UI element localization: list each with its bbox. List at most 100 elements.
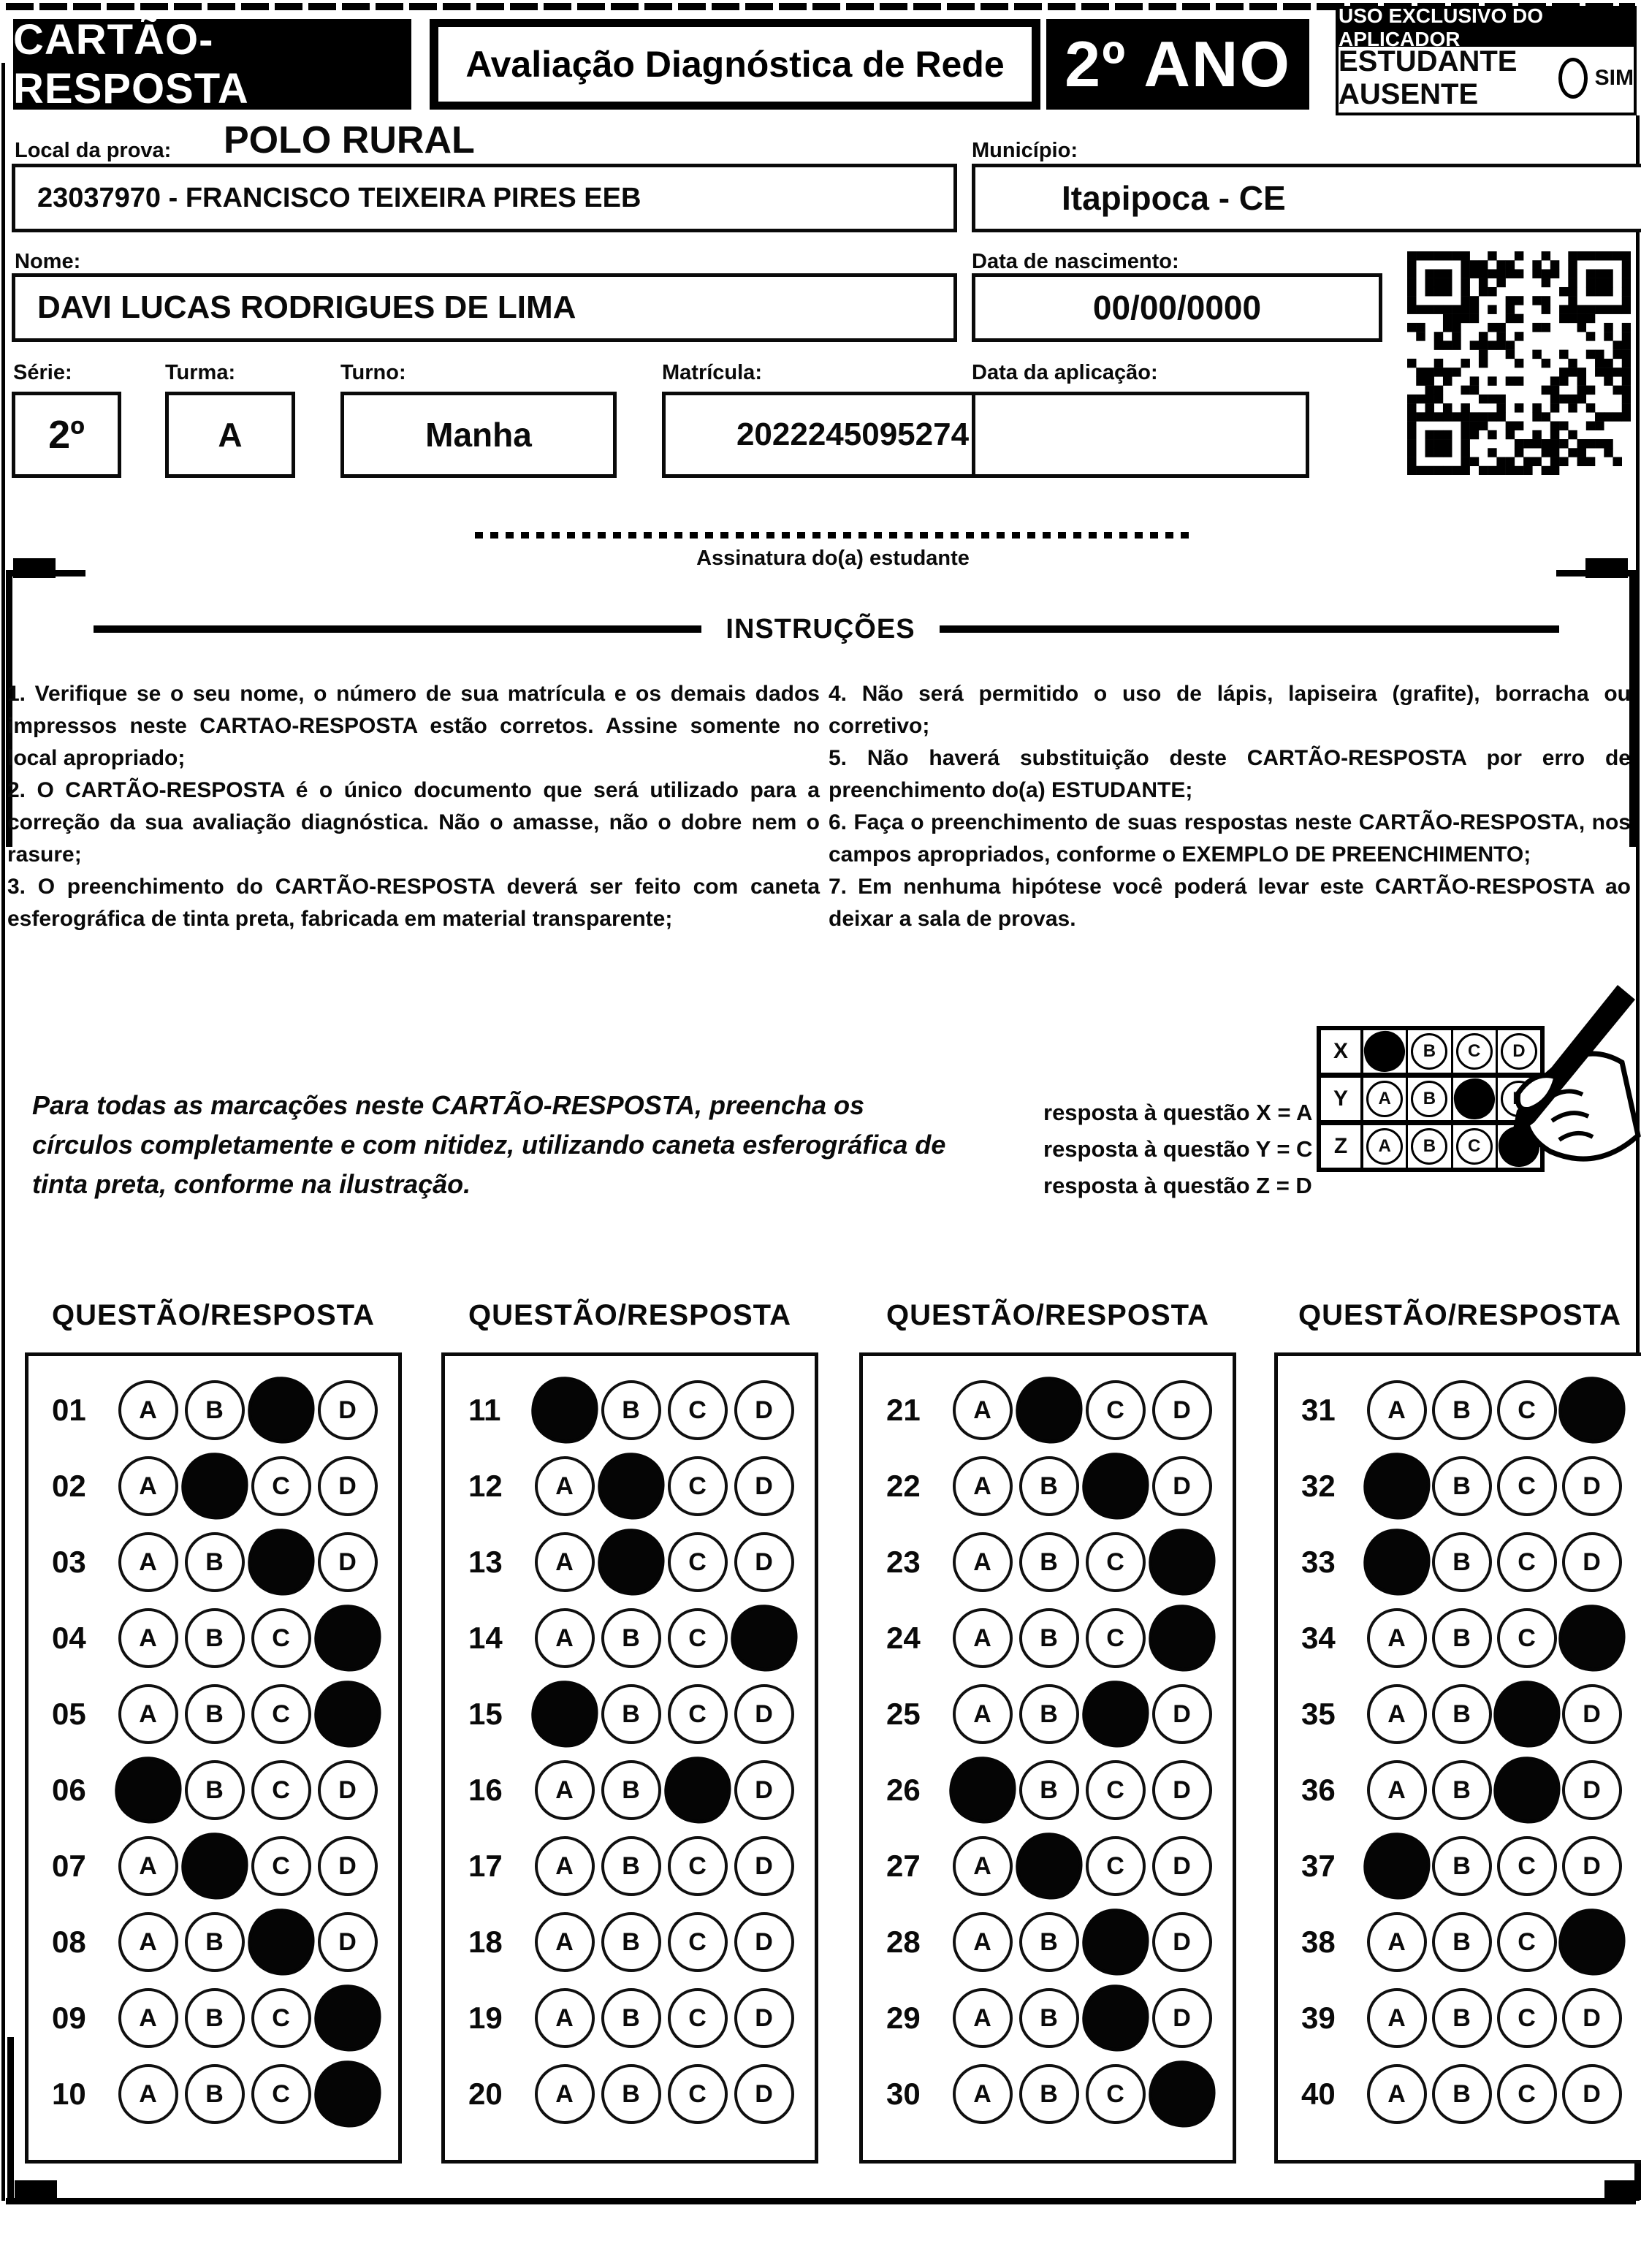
bubble-q17-A[interactable]: A [534,1836,595,1896]
bubble-q18-C[interactable]: C [667,1912,728,1972]
bubble-q15-D[interactable]: D [734,1684,794,1744]
bubble-q05-C[interactable]: C [251,1684,311,1744]
bubble-q06-C[interactable]: C [251,1760,311,1820]
bubble-q20-A[interactable]: A [534,2064,595,2124]
bubble-q10-A[interactable]: A [118,2064,178,2124]
bubble-q05-B[interactable]: B [184,1684,245,1744]
bubble-q22-D[interactable]: D [1151,1456,1212,1516]
bubble-q40-C[interactable]: C [1496,2064,1557,2124]
bubble-q12-D[interactable]: D [734,1456,794,1516]
bubble-q27-C[interactable]: C [1085,1836,1146,1896]
bubble-q19-D[interactable]: D [734,1988,794,2048]
bubble-q25-B[interactable]: B [1019,1684,1079,1744]
bubble-q35-D[interactable]: D [1561,1684,1622,1744]
bubble-q16-B[interactable]: B [601,1760,661,1820]
bubble-q19-C[interactable]: C [667,1988,728,2048]
bubble-q17-D[interactable]: D [734,1836,794,1896]
bubble-q30-B[interactable]: B [1019,2064,1079,2124]
bubble-q09-A[interactable]: A [118,1988,178,2048]
bubble-q17-B[interactable]: B [601,1836,661,1896]
bubble-q37-C[interactable]: C [1496,1836,1557,1896]
bubble-q17-C[interactable]: C [667,1836,728,1896]
bubble-q08-B[interactable]: B [184,1912,245,1972]
bubble-q32-A-filled[interactable] [1358,1448,1435,1524]
bubble-q27-D[interactable]: D [1151,1836,1212,1896]
bubble-q34-A[interactable]: A [1366,1608,1427,1668]
bubble-q03-C-filled[interactable] [243,1524,319,1600]
bubble-q06-B[interactable]: B [184,1760,245,1820]
bubble-q01-B[interactable]: B [184,1380,245,1440]
bubble-q06-A-filled[interactable] [110,1752,186,1828]
bubble-q26-D[interactable]: D [1151,1760,1212,1820]
bubble-q29-C-filled[interactable] [1077,1980,1154,2056]
bubble-q39-A[interactable]: A [1366,1988,1427,2048]
bubble-q14-D-filled[interactable] [726,1600,802,1676]
bubble-q23-D-filled[interactable] [1143,1524,1220,1600]
bubble-q24-D-filled[interactable] [1143,1600,1220,1676]
bubble-q11-B[interactable]: B [601,1380,661,1440]
bubble-q11-C[interactable]: C [667,1380,728,1440]
bubble-q15-A-filled[interactable] [526,1676,603,1752]
bubble-q03-A[interactable]: A [118,1532,178,1592]
bubble-q28-C-filled[interactable] [1077,1904,1154,1980]
bubble-q28-B[interactable]: B [1019,1912,1079,1972]
bubble-q29-A[interactable]: A [952,1988,1013,2048]
bubble-q36-C-filled[interactable] [1488,1752,1565,1828]
bubble-q23-C[interactable]: C [1085,1532,1146,1592]
bubble-q05-D-filled[interactable] [309,1676,386,1752]
bubble-q13-B-filled[interactable] [593,1524,669,1600]
bubble-q35-B[interactable]: B [1431,1684,1492,1744]
bubble-q31-D-filled[interactable] [1553,1372,1630,1448]
bubble-q21-C[interactable]: C [1085,1380,1146,1440]
bubble-q16-D[interactable]: D [734,1760,794,1820]
bubble-q32-C[interactable]: C [1496,1456,1557,1516]
bubble-q12-A[interactable]: A [534,1456,595,1516]
bubble-q04-A[interactable]: A [118,1608,178,1668]
bubble-q26-B[interactable]: B [1019,1760,1079,1820]
bubble-q16-A[interactable]: A [534,1760,595,1820]
bubble-q27-B-filled[interactable] [1010,1828,1087,1904]
bubble-q03-D[interactable]: D [317,1532,378,1592]
bubble-q12-B-filled[interactable] [593,1448,669,1524]
bubble-q22-C-filled[interactable] [1077,1448,1154,1524]
bubble-q22-B[interactable]: B [1019,1456,1079,1516]
bubble-q37-D[interactable]: D [1561,1836,1622,1896]
bubble-q39-D[interactable]: D [1561,1988,1622,2048]
bubble-q11-D[interactable]: D [734,1380,794,1440]
bubble-q33-B[interactable]: B [1431,1532,1492,1592]
bubble-q26-C[interactable]: C [1085,1760,1146,1820]
bubble-q15-C[interactable]: C [667,1684,728,1744]
bubble-q10-D-filled[interactable] [309,2056,386,2132]
bubble-q21-D[interactable]: D [1151,1380,1212,1440]
bubble-q07-A[interactable]: A [118,1836,178,1896]
bubble-q31-C[interactable]: C [1496,1380,1557,1440]
bubble-q36-D[interactable]: D [1561,1760,1622,1820]
bubble-q38-B[interactable]: B [1431,1912,1492,1972]
bubble-q20-B[interactable]: B [601,2064,661,2124]
bubble-q25-C-filled[interactable] [1077,1676,1154,1752]
bubble-q07-B-filled[interactable] [176,1828,253,1904]
bubble-q06-D[interactable]: D [317,1760,378,1820]
bubble-q28-D[interactable]: D [1151,1912,1212,1972]
bubble-q13-A[interactable]: A [534,1532,595,1592]
bubble-q18-D[interactable]: D [734,1912,794,1972]
bubble-q35-A[interactable]: A [1366,1684,1427,1744]
bubble-q34-B[interactable]: B [1431,1608,1492,1668]
bubble-q25-D[interactable]: D [1151,1684,1212,1744]
bubble-q34-C[interactable]: C [1496,1608,1557,1668]
bubble-q40-A[interactable]: A [1366,2064,1427,2124]
bubble-q38-D-filled[interactable] [1553,1904,1630,1980]
bubble-q03-B[interactable]: B [184,1532,245,1592]
bubble-q22-A[interactable]: A [952,1456,1013,1516]
bubble-q09-B[interactable]: B [184,1988,245,2048]
bubble-q01-A[interactable]: A [118,1380,178,1440]
bubble-q36-A[interactable]: A [1366,1760,1427,1820]
bubble-q13-C[interactable]: C [667,1532,728,1592]
bubble-q14-C[interactable]: C [667,1608,728,1668]
bubble-q01-C-filled[interactable] [243,1372,319,1448]
bubble-q04-D-filled[interactable] [309,1600,386,1676]
bubble-q19-A[interactable]: A [534,1988,595,2048]
bubble-q08-C-filled[interactable] [243,1904,319,1980]
bubble-q29-D[interactable]: D [1151,1988,1212,2048]
bubble-q39-B[interactable]: B [1431,1988,1492,2048]
